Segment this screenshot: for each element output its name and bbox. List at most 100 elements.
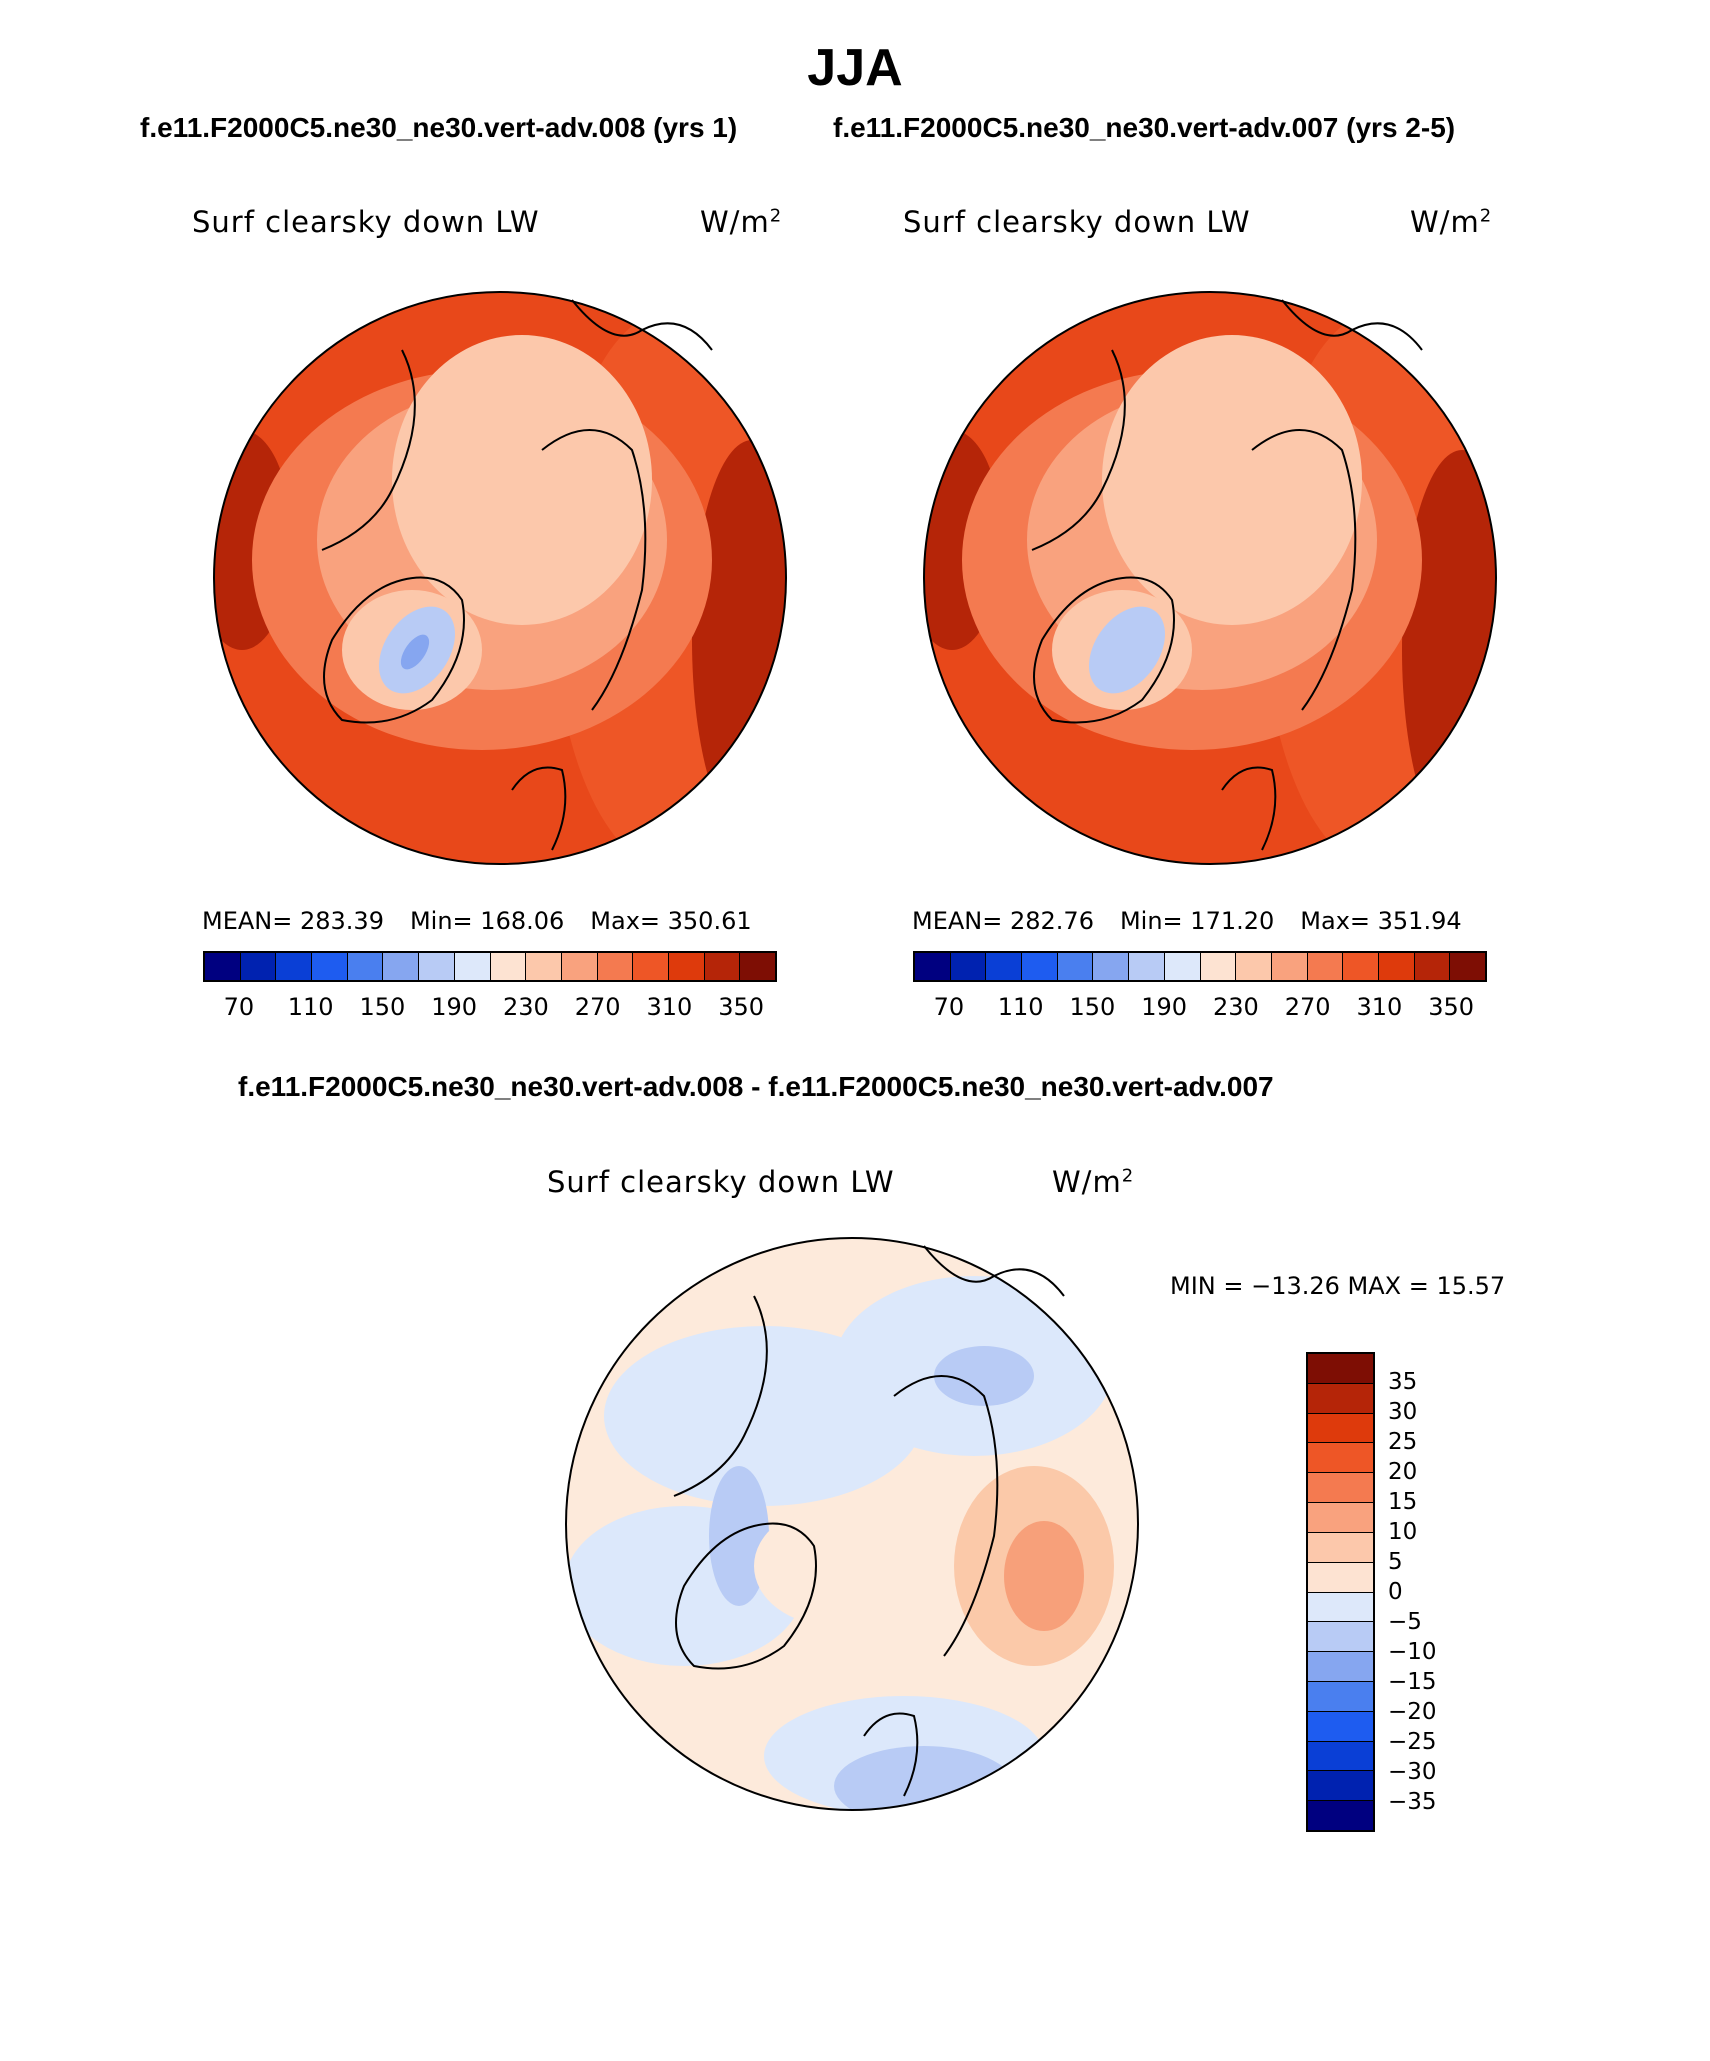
colorbar-swatch	[1414, 953, 1451, 980]
colorbar-swatch	[1022, 953, 1058, 980]
season-title: JJA	[807, 39, 903, 97]
colorbar-swatch	[1271, 953, 1308, 980]
diff-variable: Surf clearsky down LW	[547, 1165, 895, 1199]
colorbar-swatch	[1308, 1354, 1373, 1384]
colorbar-swatch	[1308, 1711, 1373, 1742]
colorbar-swatch	[1308, 1801, 1373, 1830]
panel1-units: W/m2	[700, 205, 783, 239]
colorbar-swatch	[490, 953, 527, 980]
colorbar-swatch	[454, 953, 491, 980]
colorbar-tick-label: −35	[1388, 1789, 1437, 1815]
colorbar-swatch	[1308, 1443, 1373, 1474]
colorbar-swatch	[1308, 1771, 1373, 1802]
map-border	[213, 291, 787, 865]
colorbar-swatch	[1308, 1473, 1373, 1504]
colorbar-tick-label: 110	[997, 993, 1044, 1021]
panel1-colorbar	[203, 951, 777, 982]
colorbar-swatch	[950, 953, 987, 980]
colorbar-tick-label: 70	[933, 993, 965, 1021]
colorbar-swatch	[704, 953, 741, 980]
colorbar-swatch	[1308, 1592, 1373, 1623]
diff-field-pos2-east	[1004, 1521, 1084, 1631]
panel2-max: Max= 351.94	[1300, 907, 1462, 935]
colorbar-swatch	[1236, 953, 1272, 980]
diff-field-greenland	[754, 1506, 914, 1626]
colorbar-swatch	[419, 953, 455, 980]
colorbar-swatch	[1129, 953, 1165, 980]
colorbar-swatch	[1450, 953, 1485, 980]
colorbar-tick-label: 30	[1388, 1399, 1418, 1425]
diff-minmax: MIN = −13.26 MAX = 15.57	[1170, 1272, 1506, 1300]
colorbar-swatch	[1308, 1532, 1373, 1563]
diff-field-neg2-archipelago	[709, 1466, 769, 1606]
map-field-greenland-blue	[1088, 606, 1166, 694]
colorbar-tick-label: 190	[1141, 993, 1188, 1021]
panel1-stats: MEAN= 283.39 Min= 168.06 Max= 350.61	[202, 907, 778, 935]
colorbar-swatch	[915, 953, 951, 980]
panel1-min: Min= 168.06	[409, 907, 565, 935]
colorbar-swatch	[1164, 953, 1201, 980]
colorbar-tick-label: −25	[1388, 1729, 1437, 1755]
diff-field-neg2-ne	[934, 1346, 1034, 1406]
panel2-colorbar	[913, 951, 1487, 982]
colorbar-tick-label: 310	[1356, 993, 1403, 1021]
map-field-ice-core	[1102, 335, 1362, 625]
map-border	[923, 291, 1497, 865]
colorbar-swatch	[740, 953, 775, 980]
panel2-colorbar-labels: 70 110 150 190 230 270 310 350	[913, 993, 1487, 1023]
colorbar-tick-label: 310	[646, 993, 693, 1021]
panel1-variable: Surf clearsky down LW	[192, 205, 540, 239]
colorbar-tick-label: 10	[1388, 1519, 1418, 1545]
colorbar-swatch	[1308, 1622, 1373, 1653]
colorbar-swatch	[1308, 1413, 1373, 1444]
colorbar-swatch	[526, 953, 562, 980]
colorbar-swatch	[561, 953, 598, 980]
colorbar-swatch	[1308, 1503, 1373, 1533]
colorbar-tick-label: 0	[1388, 1579, 1403, 1605]
panel1-mean: MEAN= 283.39	[202, 907, 384, 935]
colorbar-tick-label: 350	[1428, 993, 1475, 1021]
map-field-greenland-core	[400, 634, 430, 670]
panel2-variable: Surf clearsky down LW	[903, 205, 1251, 239]
colorbar-tick-label: 25	[1388, 1429, 1418, 1455]
panel2-units: W/m2	[1410, 205, 1493, 239]
colorbar-swatch	[1308, 1562, 1373, 1593]
colorbar-swatch	[276, 953, 313, 980]
colorbar-tick-label: 110	[287, 993, 334, 1021]
colorbar-swatch	[240, 953, 277, 980]
diff-title: f.e11.F2000C5.ne30_ne30.vert-adv.008 - f…	[238, 1071, 1274, 1102]
panel1-polar-map	[213, 291, 787, 865]
colorbar-tick-label: 70	[223, 993, 255, 1021]
map-field-ice-core	[392, 335, 652, 625]
colorbar-tick-label: −15	[1388, 1669, 1437, 1695]
colorbar-swatch	[1378, 953, 1415, 980]
colorbar-tick-label: 15	[1388, 1489, 1418, 1515]
diff-polar-map	[565, 1237, 1139, 1811]
colorbar-tick-label: −10	[1388, 1639, 1437, 1665]
colorbar-tick-label: 35	[1388, 1369, 1418, 1395]
colorbar-swatch	[1200, 953, 1237, 980]
colorbar-swatch	[347, 953, 384, 980]
colorbar-tick-label: 20	[1388, 1459, 1418, 1485]
colorbar-swatch	[1308, 1652, 1373, 1682]
panel2-stats: MEAN= 282.76 Min= 171.20 Max= 351.94	[912, 907, 1488, 935]
colorbar-tick-label: 350	[718, 993, 765, 1021]
colorbar-tick-label: 270	[1284, 993, 1331, 1021]
panel2-polar-map	[923, 291, 1497, 865]
colorbar-swatch	[1308, 1383, 1373, 1414]
colorbar-tick-label: 5	[1388, 1549, 1403, 1575]
diff-colorbar-labels: 35 30 25 20 15 10 5 0 −5 −10 −15 −20 −25 −30 −35	[1388, 1352, 1468, 1832]
colorbar-tick-label: 270	[574, 993, 621, 1021]
colorbar-swatch	[1057, 953, 1094, 980]
colorbar-swatch	[1343, 953, 1379, 980]
colorbar-swatch	[986, 953, 1023, 980]
colorbar-swatch	[597, 953, 634, 980]
colorbar-swatch	[312, 953, 348, 980]
colorbar-swatch	[1308, 1741, 1373, 1772]
case-title-right: f.e11.F2000C5.ne30_ne30.vert-adv.007 (yr…	[833, 112, 1456, 143]
panel1-max: Max= 350.61	[590, 907, 752, 935]
colorbar-swatch	[205, 953, 241, 980]
colorbar-swatch	[383, 953, 420, 980]
panel2-min: Min= 171.20	[1119, 907, 1275, 935]
panel1-colorbar-labels: 70 110 150 190 230 270 310 350	[203, 993, 777, 1023]
